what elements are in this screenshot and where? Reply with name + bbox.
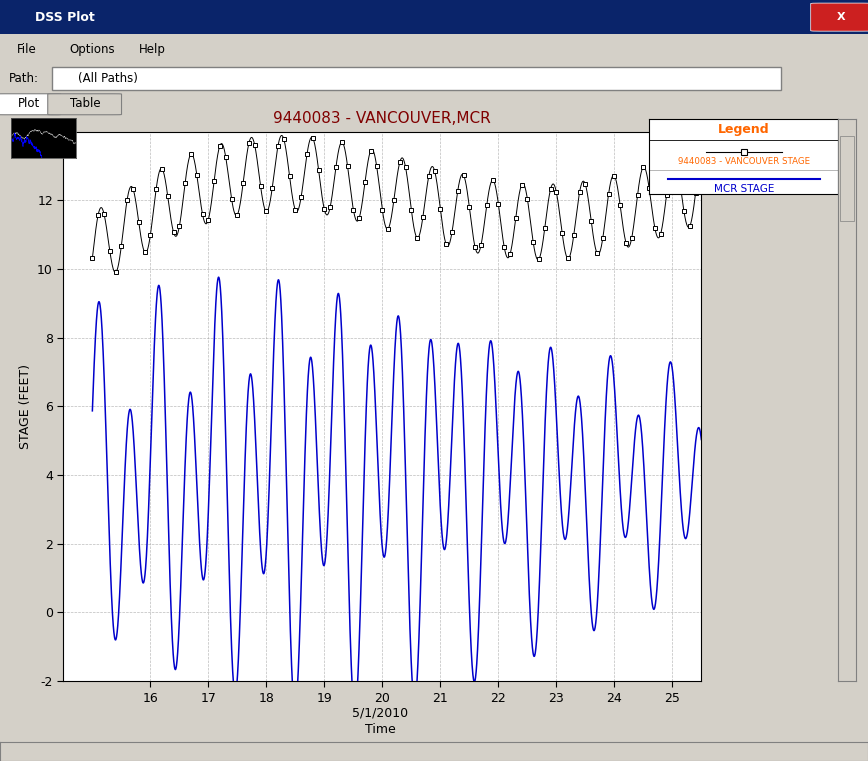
Text: Table: Table [69, 97, 101, 110]
Text: DSS Plot: DSS Plot [35, 11, 95, 24]
Text: X: X [837, 12, 845, 22]
Text: Legend: Legend [718, 123, 770, 135]
FancyBboxPatch shape [811, 3, 868, 31]
FancyBboxPatch shape [48, 94, 122, 115]
Text: MCR STAGE: MCR STAGE [713, 184, 774, 194]
Text: (All Paths): (All Paths) [78, 72, 138, 85]
Text: Options: Options [69, 43, 115, 56]
Bar [840, 136, 854, 221]
Text: 5/1/2010: 5/1/2010 [352, 706, 408, 720]
Text: Help: Help [139, 43, 166, 56]
Y-axis label: STAGE (FEET): STAGE (FEET) [18, 364, 31, 449]
Bar [52, 67, 781, 90]
Text: Plot: Plot [17, 97, 40, 110]
Text: 9440083 - VANCOUVER STAGE: 9440083 - VANCOUVER STAGE [678, 158, 810, 167]
Text: Path:: Path: [9, 72, 39, 85]
FancyBboxPatch shape [0, 94, 61, 115]
Title: 9440083 - VANCOUVER,MCR: 9440083 - VANCOUVER,MCR [273, 111, 491, 126]
Text: File: File [17, 43, 37, 56]
Text: Time: Time [365, 722, 396, 736]
